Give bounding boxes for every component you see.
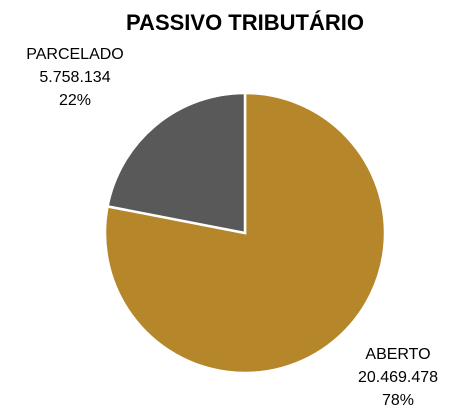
slice-value: 5.758.134 [39,69,110,86]
pie-slice [106,91,247,235]
chart-title: PASSIVO TRIBUTÁRIO [126,10,364,35]
slice-percent: 22% [59,92,91,109]
slice-label: ABERTO [365,346,430,363]
slice-percent: 78% [382,392,414,409]
slice-label: PARCELADO [26,46,124,63]
slice-value: 20.469.478 [358,369,438,386]
pie-slice [103,91,387,375]
